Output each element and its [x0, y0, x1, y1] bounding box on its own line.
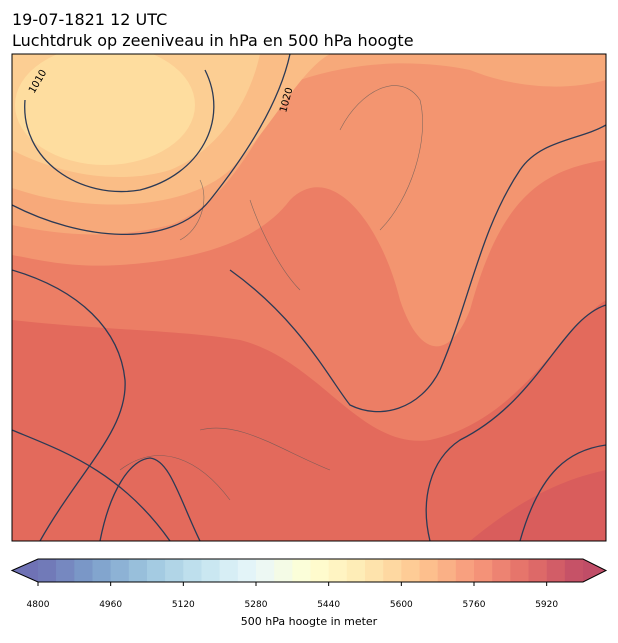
colorbar-segment — [310, 559, 329, 582]
colorbar-segment — [510, 559, 529, 582]
colorbar-segment — [237, 559, 257, 582]
colorbar-segment — [383, 559, 402, 582]
colorbar-tick-label: 5120 — [172, 600, 195, 610]
colorbar-tick-label: 4800 — [27, 600, 50, 610]
colorbar-segment — [147, 559, 166, 582]
colorbar-tick-label: 5600 — [390, 600, 413, 610]
colorbar-segment — [492, 559, 511, 582]
subtitle: Luchtdruk op zeeniveau in hPa en 500 hPa… — [12, 31, 414, 50]
colorbar-segment — [292, 559, 311, 582]
colorbar-tick-label: 5920 — [535, 600, 558, 610]
colorbar-segment — [365, 559, 384, 582]
colorbar-segment — [92, 559, 111, 582]
colorbar-segment — [346, 559, 366, 582]
colorbar-segment — [56, 559, 75, 582]
colorbar-segment — [256, 559, 275, 582]
colorbar-segment — [38, 559, 57, 582]
colorbar-tick-label: 5280 — [245, 600, 268, 610]
colorbar-segment — [201, 559, 220, 582]
colorbar-segment — [474, 559, 493, 582]
colorbar-tick-label: 4960 — [99, 600, 122, 610]
colorbar-tick-label: 5760 — [463, 600, 486, 610]
map-frame — [11, 53, 607, 542]
colorbar-segment — [528, 559, 547, 582]
colorbar-segment — [564, 559, 584, 582]
colorbar-segment — [437, 559, 457, 582]
colorbar-label: 500 hPa hoogte in meter — [241, 615, 378, 628]
colorbar-segment — [74, 559, 93, 582]
colorbar-segment — [219, 559, 239, 582]
colorbar-segment — [401, 559, 420, 582]
colorbar-extend-low — [12, 559, 38, 582]
colorbar-extend-high — [583, 559, 606, 582]
colorbar-segment — [455, 559, 475, 582]
colorbar-segment — [128, 559, 148, 582]
colorbar-segment — [110, 559, 130, 582]
colorbar-segment — [419, 559, 438, 582]
colorbar-segment — [546, 559, 566, 582]
colorbar-segment — [183, 559, 202, 582]
colorbar: 4800 4960 5120 5280 5440 5600 5760 5920 — [10, 558, 608, 610]
title: 19-07-1821 12 UTC — [12, 10, 167, 29]
colorbar-segment — [165, 559, 184, 582]
colorbar-segment — [328, 559, 348, 582]
colorbar-segment — [274, 559, 293, 582]
colorbar-tick-label: 5440 — [317, 600, 340, 610]
map — [12, 54, 606, 541]
